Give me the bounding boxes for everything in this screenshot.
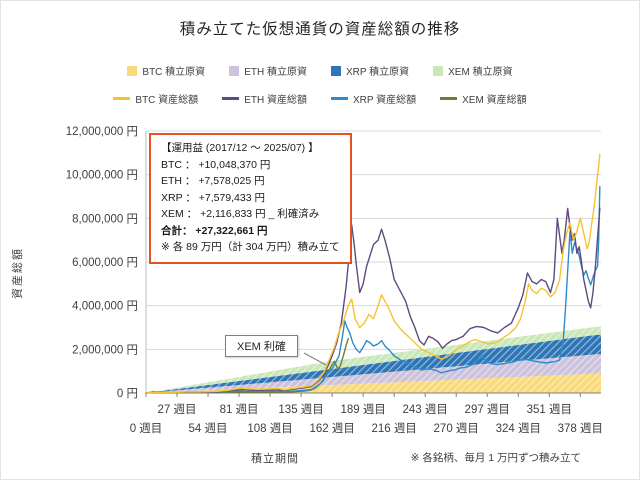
x-tick-label: 162 週目 bbox=[309, 422, 354, 435]
series-line-BTC 資産総額 bbox=[145, 153, 601, 394]
y-tick-label: 12,000,000 円 bbox=[66, 126, 138, 138]
series-line-ETH 資産総額 bbox=[145, 207, 601, 394]
performance-annotation: 【運用益 (2017/12 ～ 2025/07) 】 BTC ： +10,048,… bbox=[149, 133, 352, 264]
x-tick-label: 81 週目 bbox=[220, 403, 259, 416]
legend-color-swatch bbox=[127, 65, 138, 76]
xem-callout: XEM 利確 bbox=[225, 335, 298, 357]
chart-title: 積み立てた仮想通貨の資産総額の推移 bbox=[179, 21, 461, 38]
annotation-line: XRP ： +7,579,433 円 bbox=[161, 191, 265, 204]
annotation-line: 【運用益 (2017/12 ～ 2025/07) 】 bbox=[161, 142, 319, 154]
legend-line-swatch bbox=[440, 97, 458, 100]
legend-label: ETH 資産総額 bbox=[244, 95, 307, 106]
legend-line-swatch bbox=[113, 97, 131, 100]
legend-label: XRP 積立原資 bbox=[345, 67, 410, 78]
x-axis-title: 積立期間 bbox=[251, 453, 299, 465]
legend-label: ETH 積立原資 bbox=[244, 67, 307, 78]
legend-item-principal-0: BTC 積立原資 bbox=[127, 63, 205, 78]
x-tick-label: 270 週目 bbox=[434, 422, 479, 435]
x-tick-label: 27 週目 bbox=[158, 403, 197, 416]
legend-line-swatch bbox=[222, 97, 240, 100]
legend-line-swatch bbox=[330, 97, 348, 100]
x-tick-label: 216 週目 bbox=[371, 422, 416, 435]
legend-color-swatch bbox=[229, 65, 240, 76]
legend-color-swatch bbox=[330, 65, 341, 76]
x-tick-label: 243 週目 bbox=[403, 403, 448, 416]
footnote: ※ 各銘柄、毎月 1 万円ずつ積み立て bbox=[410, 452, 581, 464]
x-tick-label: 351 週目 bbox=[527, 403, 572, 416]
callout-leader-line bbox=[303, 352, 327, 366]
series-line-XRP 資産総額 bbox=[145, 185, 601, 394]
annotation-line: XEM ： +2,116,833 円 _ 利確済み bbox=[161, 208, 320, 220]
legend-label: XEM 資産総額 bbox=[462, 95, 527, 106]
principal-area-hatch bbox=[146, 326, 601, 393]
legend-label: XEM 積立原資 bbox=[448, 67, 513, 78]
legend-row-principal: BTC 積立原資 ETH 積立原資 XRP 積立原資 XEM 積立原資 bbox=[1, 63, 639, 78]
y-tick-label: 10,000,000 円 bbox=[66, 170, 138, 182]
legend-item-total-1: ETH 資産総額 bbox=[222, 91, 307, 106]
y-axis-title: 資産総額 bbox=[12, 247, 24, 299]
x-tick-label: 378 週目 bbox=[558, 422, 603, 435]
legend-label: BTC 積立原資 bbox=[142, 67, 206, 78]
x-tick-label: 0 週目 bbox=[130, 422, 163, 435]
y-tick-label: 8,000,000 円 bbox=[72, 213, 138, 225]
legend-row-total: BTC 資産総額 ETH 資産総額 XRP 資産総額 XEM 資産総額 bbox=[1, 91, 639, 106]
legend-item-principal-3: XEM 積立原資 bbox=[433, 63, 513, 78]
annotation-line: 合計： +27,322,661 円 bbox=[161, 224, 268, 237]
x-tick-label: 297 週目 bbox=[465, 403, 510, 416]
y-tick-label: 4,000,000 円 bbox=[72, 301, 138, 313]
legend-item-principal-1: ETH 積立原資 bbox=[229, 63, 307, 78]
legend-color-swatch bbox=[433, 65, 444, 76]
annotation-line: ※ 各 89 万円（計 304 万円）積み立て bbox=[161, 241, 340, 253]
x-tick-label: 189 週目 bbox=[340, 403, 385, 416]
legend-item-principal-2: XRP 積立原資 bbox=[330, 63, 410, 78]
x-tick-label: 108 週目 bbox=[247, 422, 292, 435]
legend-item-total-0: BTC 資産総額 bbox=[113, 91, 198, 106]
y-tick-label: 6,000,000 円 bbox=[72, 257, 138, 269]
y-tick-label: 2,000,000 円 bbox=[72, 344, 138, 356]
x-tick-label: 54 週目 bbox=[189, 422, 228, 435]
x-tick-label: 324 週目 bbox=[496, 422, 541, 435]
x-tick-label: 135 週目 bbox=[278, 403, 323, 416]
annotation-line: BTC ： +10,048,370 円 bbox=[161, 158, 271, 171]
legend-label: XRP 資産総額 bbox=[352, 95, 417, 106]
legend-item-total-2: XRP 資産総額 bbox=[330, 91, 417, 106]
legend-item-total-3: XEM 資産総額 bbox=[440, 91, 527, 106]
legend-label: BTC 資産総額 bbox=[135, 95, 199, 106]
y-tick-label: 0 円 bbox=[117, 388, 138, 400]
annotation-line: ETH ： +7,578,025 円 bbox=[161, 175, 265, 187]
